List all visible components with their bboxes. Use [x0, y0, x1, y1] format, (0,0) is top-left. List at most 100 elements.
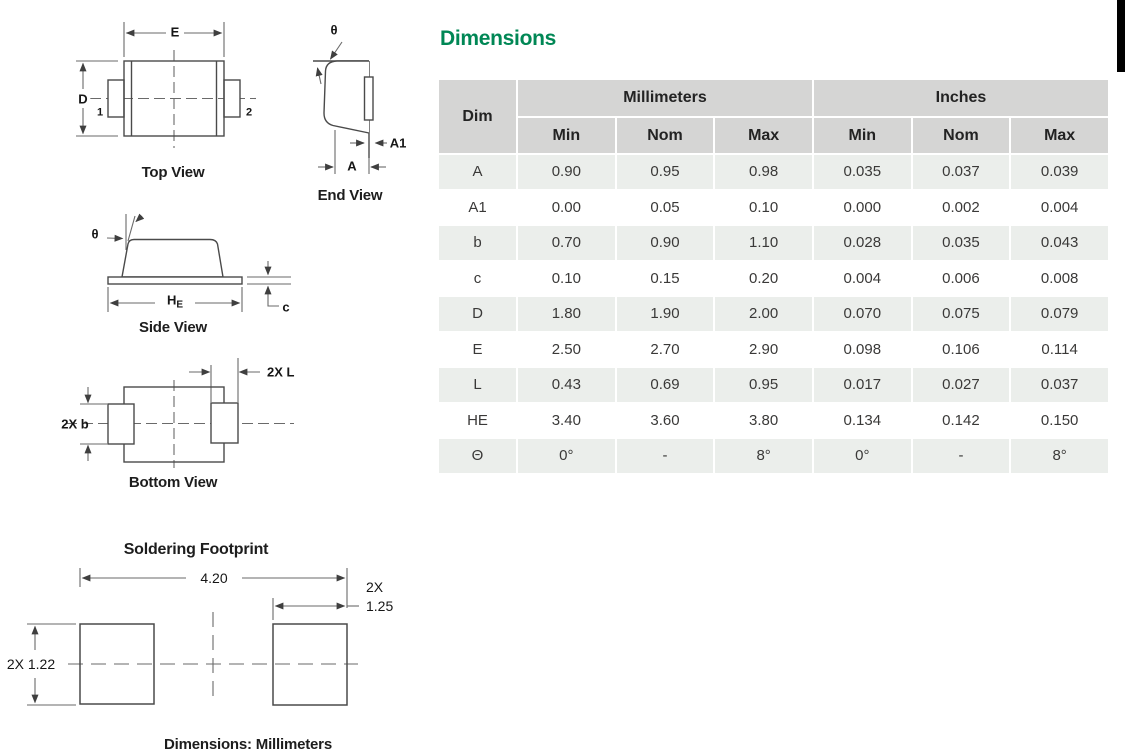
cell: 1.80 [518, 297, 615, 331]
footprint-title: Soldering Footprint [123, 541, 269, 558]
row-dim: D [439, 297, 516, 331]
side-view-theta-label: θ [91, 226, 99, 242]
cell: - [616, 439, 714, 473]
cell: 0° [813, 439, 911, 473]
cell: 0.075 [912, 297, 1010, 331]
top-view-dim-d-label: D [75, 92, 91, 106]
row-dim: c [439, 261, 516, 295]
cell: 0.05 [616, 190, 714, 224]
cell: 0.000 [813, 190, 911, 224]
cell: 0.69 [616, 368, 714, 402]
cell: 0.037 [1011, 368, 1108, 402]
cell: 2.50 [518, 332, 615, 366]
cell: 0.150 [1011, 403, 1108, 437]
end-view-theta-label: θ [330, 22, 338, 38]
cell: 0.20 [715, 261, 812, 295]
table-row: A 0.90 0.95 0.98 0.035 0.037 0.039 [439, 155, 1108, 189]
section-heading: Dimensions [440, 27, 557, 50]
cell: 0.004 [1011, 190, 1108, 224]
col-header-in-min: Min [813, 118, 911, 153]
col-header-in-nom: Nom [912, 118, 1010, 153]
cell: 0.95 [715, 368, 812, 402]
cell: 0.95 [616, 155, 714, 189]
cell: 0.070 [813, 297, 911, 331]
cell: 0.079 [1011, 297, 1108, 331]
bottom-view-dim-l-label: 2X L [267, 364, 295, 380]
cell: 0.002 [912, 190, 1010, 224]
top-view-drawing: E D 1 2 Top View [30, 10, 265, 190]
cell: 0.00 [518, 190, 615, 224]
cell: 0.043 [1011, 226, 1108, 260]
cell: 0.037 [912, 155, 1010, 189]
table-row: c 0.10 0.15 0.20 0.004 0.006 0.008 [439, 261, 1108, 295]
row-dim: L [439, 368, 516, 402]
cell: 8° [715, 439, 812, 473]
end-view-drawing: θ A1 A End View [290, 10, 425, 210]
col-header-mm-nom: Nom [616, 118, 714, 153]
side-view-dim-he-label: HE [166, 292, 184, 311]
footprint-dim-2x-label: 2X [366, 579, 384, 595]
footprint-dim-pad-height-label: 2X 1.22 [3, 657, 59, 671]
table-row: HE 3.40 3.60 3.80 0.134 0.142 0.150 [439, 403, 1108, 437]
table-row: Θ 0° - 8° 0° - 8° [439, 439, 1108, 473]
col-header-mm-max: Max [715, 118, 812, 153]
table-row: b 0.70 0.90 1.10 0.028 0.035 0.043 [439, 226, 1108, 260]
bottom-view-drawing: 2X L 2X b Bottom View [30, 350, 315, 495]
row-dim: Θ [439, 439, 516, 473]
cell: 0.43 [518, 368, 615, 402]
top-view-dim-e-label: E [170, 24, 180, 40]
cell: 3.40 [518, 403, 615, 437]
cell: - [912, 439, 1010, 473]
cell: 0.106 [912, 332, 1010, 366]
cell: 0.15 [616, 261, 714, 295]
dimensions-table: Dim Millimeters Inches Min Nom Max Min N… [437, 78, 1110, 475]
cell: 0.035 [912, 226, 1010, 260]
cell: 2.00 [715, 297, 812, 331]
cell: 2.90 [715, 332, 812, 366]
footprint-dim-pad-width-label: 1.25 [366, 598, 394, 614]
row-dim: E [439, 332, 516, 366]
cell: 0° [518, 439, 615, 473]
cell: 3.80 [715, 403, 812, 437]
cell: 0.90 [518, 155, 615, 189]
cell: 0.114 [1011, 332, 1108, 366]
cell: 0.028 [813, 226, 911, 260]
cell: 0.027 [912, 368, 1010, 402]
cell: 2.70 [616, 332, 714, 366]
table-row: E 2.50 2.70 2.90 0.098 0.106 0.114 [439, 332, 1108, 366]
row-dim: A [439, 155, 516, 189]
end-view-svg [313, 41, 387, 174]
bottom-view-dim-b-label: 2X b [61, 416, 89, 432]
end-view-caption: End View [317, 187, 383, 204]
cell: 8° [1011, 439, 1108, 473]
footprint-dim-width-label: 4.20 [197, 571, 231, 585]
cell: 0.017 [813, 368, 911, 402]
cell: 0.134 [813, 403, 911, 437]
cell: 0.90 [616, 226, 714, 260]
cell: 0.006 [912, 261, 1010, 295]
cell: 0.035 [813, 155, 911, 189]
side-view-drawing: θ HE c Side View [55, 210, 300, 340]
cell: 0.039 [1011, 155, 1108, 189]
side-view-caption: Side View [139, 319, 207, 336]
side-view-svg [106, 213, 291, 312]
footprint-caption: Dimensions: Millimeters [164, 736, 332, 753]
cell: 0.70 [518, 226, 615, 260]
row-dim: A1 [439, 190, 516, 224]
cell: 0.98 [715, 155, 812, 189]
footprint-svg [27, 568, 359, 706]
cell: 0.142 [912, 403, 1010, 437]
cell: 0.004 [813, 261, 911, 295]
cell: 0.10 [518, 261, 615, 295]
row-dim: HE [439, 403, 516, 437]
table-row: L 0.43 0.69 0.95 0.017 0.027 0.037 [439, 368, 1108, 402]
col-group-millimeters: Millimeters [518, 80, 812, 116]
page-corner-bar [1117, 0, 1125, 72]
row-dim: b [439, 226, 516, 260]
top-view-caption: Top View [141, 164, 205, 181]
bottom-view-caption: Bottom View [128, 474, 218, 491]
bottom-view-svg [66, 358, 294, 468]
col-header-in-max: Max [1011, 118, 1108, 153]
col-group-inches: Inches [813, 80, 1108, 116]
cell: 0.098 [813, 332, 911, 366]
